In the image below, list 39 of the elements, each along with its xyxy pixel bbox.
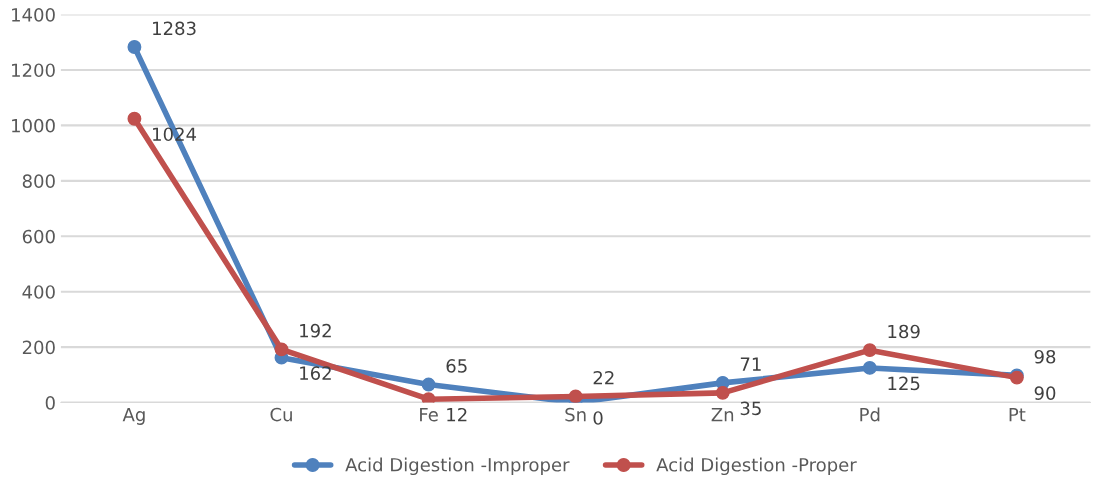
- x-tick-label: Pd: [860, 407, 880, 422]
- legend-label: Acid Digestion -Proper: [656, 457, 857, 476]
- data-label: 189: [888, 324, 920, 339]
- point: [421, 377, 436, 392]
- data-label: 125: [888, 376, 920, 391]
- y-tick-label: 600: [22, 229, 55, 244]
- data-label: 22: [593, 370, 614, 385]
- y-tick-label: 1400: [12, 8, 55, 22]
- data-label: 98: [1034, 349, 1056, 364]
- point: [127, 111, 142, 126]
- y-tick-label: 1200: [12, 63, 55, 78]
- point: [715, 385, 730, 400]
- x-tick-label: Fe: [420, 407, 438, 422]
- data-label: 71: [740, 357, 761, 371]
- x-tick-label: Sn: [565, 407, 586, 422]
- data-label: 90: [1034, 386, 1056, 400]
- data-label: 65: [446, 359, 467, 373]
- y-tick-label: 1000: [12, 118, 55, 133]
- point: [862, 343, 877, 358]
- point: [568, 389, 583, 403]
- y-tick-label: 800: [22, 174, 55, 188]
- data-label: 0: [593, 411, 603, 425]
- legend-label: Acid Digestion -Improper: [345, 457, 570, 476]
- point: [274, 342, 289, 357]
- point: [127, 40, 142, 54]
- x-tick-label: Pt: [1009, 407, 1026, 422]
- x-tick-label: Ag: [122, 407, 145, 425]
- point: [862, 360, 877, 375]
- x-tick-label: Cu: [270, 407, 292, 422]
- data-label: 192: [300, 323, 331, 338]
- data-label: 1283: [153, 21, 196, 36]
- y-tick-label: 400: [22, 285, 55, 299]
- data-label: 35: [740, 401, 761, 416]
- x-tick-label: Zn: [711, 407, 734, 422]
- y-tick-label: 0: [45, 396, 55, 410]
- data-label: 12: [447, 407, 467, 422]
- point: [421, 392, 436, 403]
- data-label: 162: [300, 366, 331, 380]
- y-tick-label: 200: [22, 340, 55, 355]
